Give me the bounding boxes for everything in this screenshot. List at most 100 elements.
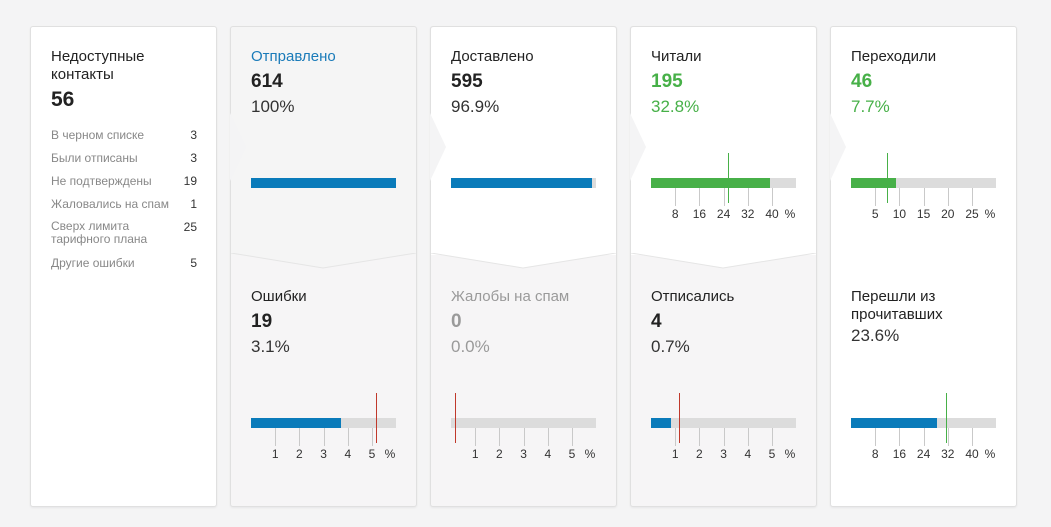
axis-tick-label: 5 [871, 207, 879, 221]
arrow-divider [430, 113, 446, 181]
axis-tick-label: 2 [296, 447, 303, 461]
spam-label: Жалобы на спам [451, 288, 570, 305]
sent-pct: 100% [251, 97, 295, 116]
axis-tick [875, 428, 877, 446]
read-value: 195 [651, 71, 683, 92]
list-item-value: 3 [190, 128, 197, 142]
unreachable-list: В черном списке 3 Были отписаны 3 Не подтв… [51, 128, 197, 279]
unsub-pct: 0.7% [651, 337, 690, 356]
axis-tick-label: 32 [741, 207, 755, 221]
unreachable-card: Недоступные контакты 56 В черном списке 3… [30, 26, 217, 507]
axis-tick-label: 16 [892, 447, 907, 461]
sent-label: Отправлено [251, 48, 336, 65]
axis-tick [475, 428, 477, 446]
axis-unit-label: % [784, 207, 796, 221]
delivered-value: 595 [451, 71, 483, 92]
sent-bar [251, 178, 396, 188]
axis-tick-label: 5 [768, 447, 776, 461]
ctor-label: Перешли из прочитавших [851, 288, 943, 323]
axis-tick-label: 8 [671, 207, 679, 221]
errors-value: 19 [251, 311, 273, 332]
list-item-label: В черном списке [51, 128, 145, 142]
unreachable-total: 56 [51, 88, 75, 111]
list-item-label: Были отписаны [51, 151, 138, 165]
axis-tick-label: 5 [368, 447, 376, 461]
read-bar-fill [651, 178, 770, 188]
spam-pct: 0.0% [451, 337, 490, 356]
axis-tick-label: 4 [744, 447, 752, 461]
ctor-pct: 23.6% [851, 326, 900, 345]
read-pct: 32.8% [651, 97, 700, 116]
axis-tick [675, 428, 677, 446]
delivered-card: Доставлено 595 96.9% Жалобы на спам 0 0.… [430, 26, 617, 507]
clicked-card: Переходили 46 7.7% 5 10 15 20 25% Перешли из… [830, 26, 1017, 507]
axis-tick-label: 1 [671, 447, 679, 461]
axis-tick-label: 40 [965, 447, 979, 461]
axis-tick-label: 4 [544, 447, 552, 461]
ctor-bar-fill [851, 418, 937, 428]
axis-tick [723, 428, 725, 446]
benchmark-marker [376, 393, 377, 443]
notch-divider [431, 253, 616, 269]
list-item: Сверх лимита тарифного плана 25 [51, 220, 197, 256]
read-card: Читали 195 32.8% 8 16 24 32 40% Отписались 4… [630, 26, 817, 507]
axis-tick-label: 8 [871, 447, 879, 461]
axis-tick-label: 20 [941, 207, 955, 221]
axis-tick [972, 428, 973, 446]
list-item: Были отписаны 3 [51, 151, 197, 174]
arrow-divider [630, 113, 646, 181]
axis-tick [747, 188, 749, 206]
notch-divider [631, 253, 816, 269]
list-item-value: 25 [183, 220, 197, 234]
axis-tick [347, 428, 349, 446]
axis-tick [723, 188, 725, 206]
axis-tick [275, 428, 277, 446]
ctor-bar: 8 16 24 32 40% [851, 393, 996, 461]
delivered-bar [451, 178, 596, 188]
axis-tick [572, 428, 573, 446]
axis-tick-label: 15 [916, 207, 931, 221]
list-item-value: 3 [190, 151, 197, 165]
errors-bar: 1 2 3 4 5% [251, 393, 396, 461]
axis-tick [772, 188, 773, 206]
axis-tick [323, 428, 325, 446]
list-item-value: 1 [190, 197, 197, 211]
axis-tick [699, 428, 701, 446]
axis-tick [299, 428, 301, 446]
axis-tick [875, 188, 877, 206]
axis-tick [899, 188, 901, 206]
axis-tick [675, 188, 677, 206]
arrow-divider [230, 113, 246, 181]
clicked-pct: 7.7% [851, 97, 890, 116]
delivered-pct: 96.9% [451, 97, 500, 116]
axis-tick [772, 428, 773, 446]
notch-divider [231, 253, 416, 269]
axis-unit-label: % [384, 447, 396, 461]
spam-value: 0 [451, 311, 462, 332]
benchmark-marker [455, 393, 456, 443]
delivered-bar-fill [451, 178, 592, 188]
axis-tick-label: 16 [692, 207, 707, 221]
clicked-label: Переходили [851, 48, 937, 65]
errors-bar-fill [251, 418, 341, 428]
list-item-label: Не подтверждены [51, 174, 152, 188]
axis-tick-label: 24 [716, 207, 731, 221]
axis-tick-label: 25 [965, 207, 979, 221]
axis-tick [923, 428, 925, 446]
axis-tick-label: 40 [765, 207, 779, 221]
list-item: Не подтверждены 19 [51, 174, 197, 197]
axis-tick [947, 188, 949, 206]
unsub-label: Отписались [651, 288, 735, 305]
list-item-label: Жаловались на спам [51, 197, 169, 211]
list-item-label: Другие ошибки [51, 256, 135, 270]
axis-tick [699, 188, 701, 206]
axis-tick-label: 2 [496, 447, 503, 461]
benchmark-marker [727, 153, 729, 203]
arrow-divider [830, 113, 846, 181]
sent-bar-fill [251, 178, 396, 188]
axis-unit-label: % [784, 447, 796, 461]
axis-tick-label: 24 [916, 447, 931, 461]
list-item: Жаловались на спам 1 [51, 197, 197, 220]
axis-unit-label: % [984, 207, 996, 221]
clicked-bar: 5 10 15 20 25% [851, 153, 996, 221]
